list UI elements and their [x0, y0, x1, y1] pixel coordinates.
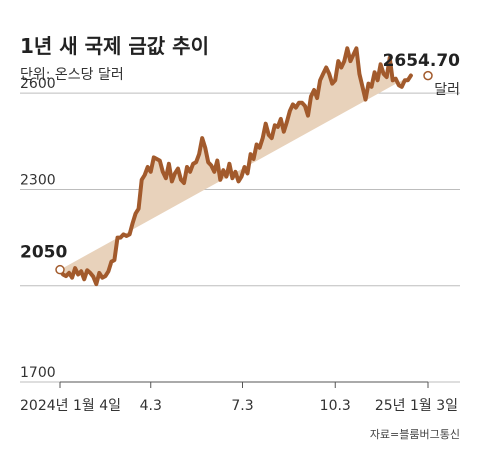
- y-tick-label: 2300: [20, 172, 56, 188]
- end-value-label: 2654.70: [383, 51, 461, 71]
- x-tick-label: 10.3: [320, 398, 351, 414]
- chart-title: 1년 새 국제 금값 추이: [20, 34, 209, 58]
- x-tick-label: 25년 1월 3일: [375, 398, 458, 414]
- x-tick-label: 7.3: [231, 398, 253, 414]
- unit-label: 단위: 온스당 달러: [20, 67, 124, 83]
- grid-lines: [20, 92, 460, 388]
- start-point-marker: [55, 264, 65, 275]
- end-point-marker: [423, 70, 433, 81]
- y-tick-label: 2600: [20, 76, 56, 92]
- source-note: 자료=블룸버그통신: [369, 428, 460, 441]
- price-line: [58, 46, 413, 287]
- x-tick-label: 4.3: [140, 398, 162, 414]
- chart-marks: [55, 70, 433, 275]
- chart-labels: 1700 2300 2600 2024년 1월 4일 4.3 7.3 10.3 25년 1월 …: [20, 51, 460, 414]
- price-area: [60, 48, 411, 285]
- start-value-label: 2050: [20, 243, 67, 263]
- x-tick-label: 2024년 1월 4일: [20, 398, 121, 414]
- end-unit-label: 달러: [434, 82, 460, 98]
- y-tick-label: 1700: [20, 365, 56, 381]
